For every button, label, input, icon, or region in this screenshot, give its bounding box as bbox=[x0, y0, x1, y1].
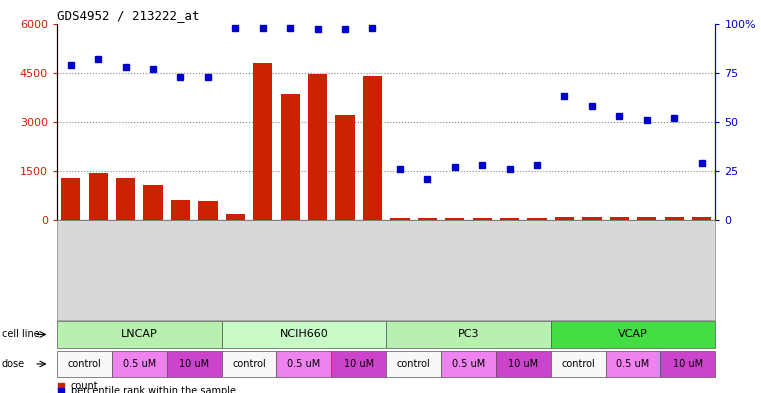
Bar bbox=[606, 351, 661, 377]
Bar bbox=[527, 219, 546, 220]
Bar bbox=[112, 351, 167, 377]
Text: dose: dose bbox=[2, 359, 24, 369]
Bar bbox=[496, 351, 551, 377]
Text: 10 uM: 10 uM bbox=[673, 359, 703, 369]
Text: GDS4952 / 213222_at: GDS4952 / 213222_at bbox=[57, 9, 199, 22]
Bar bbox=[473, 219, 492, 220]
Bar bbox=[386, 351, 441, 377]
Bar bbox=[331, 351, 386, 377]
Bar bbox=[57, 220, 715, 320]
Text: 10 uM: 10 uM bbox=[344, 359, 374, 369]
Text: control: control bbox=[562, 359, 595, 369]
Text: 0.5 uM: 0.5 uM bbox=[123, 359, 156, 369]
Bar bbox=[445, 219, 464, 220]
Text: VCAP: VCAP bbox=[618, 329, 648, 340]
Text: 0.5 uM: 0.5 uM bbox=[452, 359, 485, 369]
Bar bbox=[551, 351, 606, 377]
Bar bbox=[418, 219, 437, 220]
Bar bbox=[664, 217, 684, 220]
Bar bbox=[692, 217, 712, 220]
Bar bbox=[661, 351, 715, 377]
Text: cell line: cell line bbox=[2, 329, 40, 340]
Text: control: control bbox=[68, 359, 101, 369]
Bar bbox=[171, 200, 190, 220]
Text: count: count bbox=[71, 381, 98, 391]
Bar bbox=[555, 217, 574, 220]
Bar bbox=[88, 173, 108, 220]
Bar bbox=[167, 351, 221, 377]
Text: 0.5 uM: 0.5 uM bbox=[616, 359, 650, 369]
Text: NCIH660: NCIH660 bbox=[279, 329, 328, 340]
Text: 10 uM: 10 uM bbox=[179, 359, 209, 369]
Bar bbox=[57, 351, 112, 377]
Bar bbox=[253, 63, 272, 220]
Text: control: control bbox=[232, 359, 266, 369]
Bar bbox=[500, 219, 519, 220]
Text: percentile rank within the sample: percentile rank within the sample bbox=[71, 386, 236, 393]
Bar bbox=[308, 74, 327, 220]
Text: 10 uM: 10 uM bbox=[508, 359, 539, 369]
Bar bbox=[281, 94, 300, 220]
Bar bbox=[363, 76, 382, 220]
Bar bbox=[582, 217, 601, 220]
Bar bbox=[226, 213, 245, 220]
Bar bbox=[57, 321, 221, 348]
Text: LNCAP: LNCAP bbox=[121, 329, 158, 340]
Bar bbox=[551, 321, 715, 348]
Bar bbox=[336, 115, 355, 220]
Bar bbox=[441, 351, 496, 377]
Bar bbox=[144, 185, 163, 220]
Bar bbox=[199, 201, 218, 220]
Text: control: control bbox=[396, 359, 431, 369]
Bar bbox=[386, 321, 551, 348]
Bar bbox=[116, 178, 135, 220]
Bar bbox=[610, 217, 629, 220]
Text: 0.5 uM: 0.5 uM bbox=[288, 359, 320, 369]
Bar bbox=[221, 351, 276, 377]
Bar bbox=[390, 219, 409, 220]
Bar bbox=[637, 217, 657, 220]
Bar bbox=[221, 321, 386, 348]
Bar bbox=[61, 178, 81, 220]
Text: PC3: PC3 bbox=[457, 329, 479, 340]
Bar bbox=[276, 351, 331, 377]
